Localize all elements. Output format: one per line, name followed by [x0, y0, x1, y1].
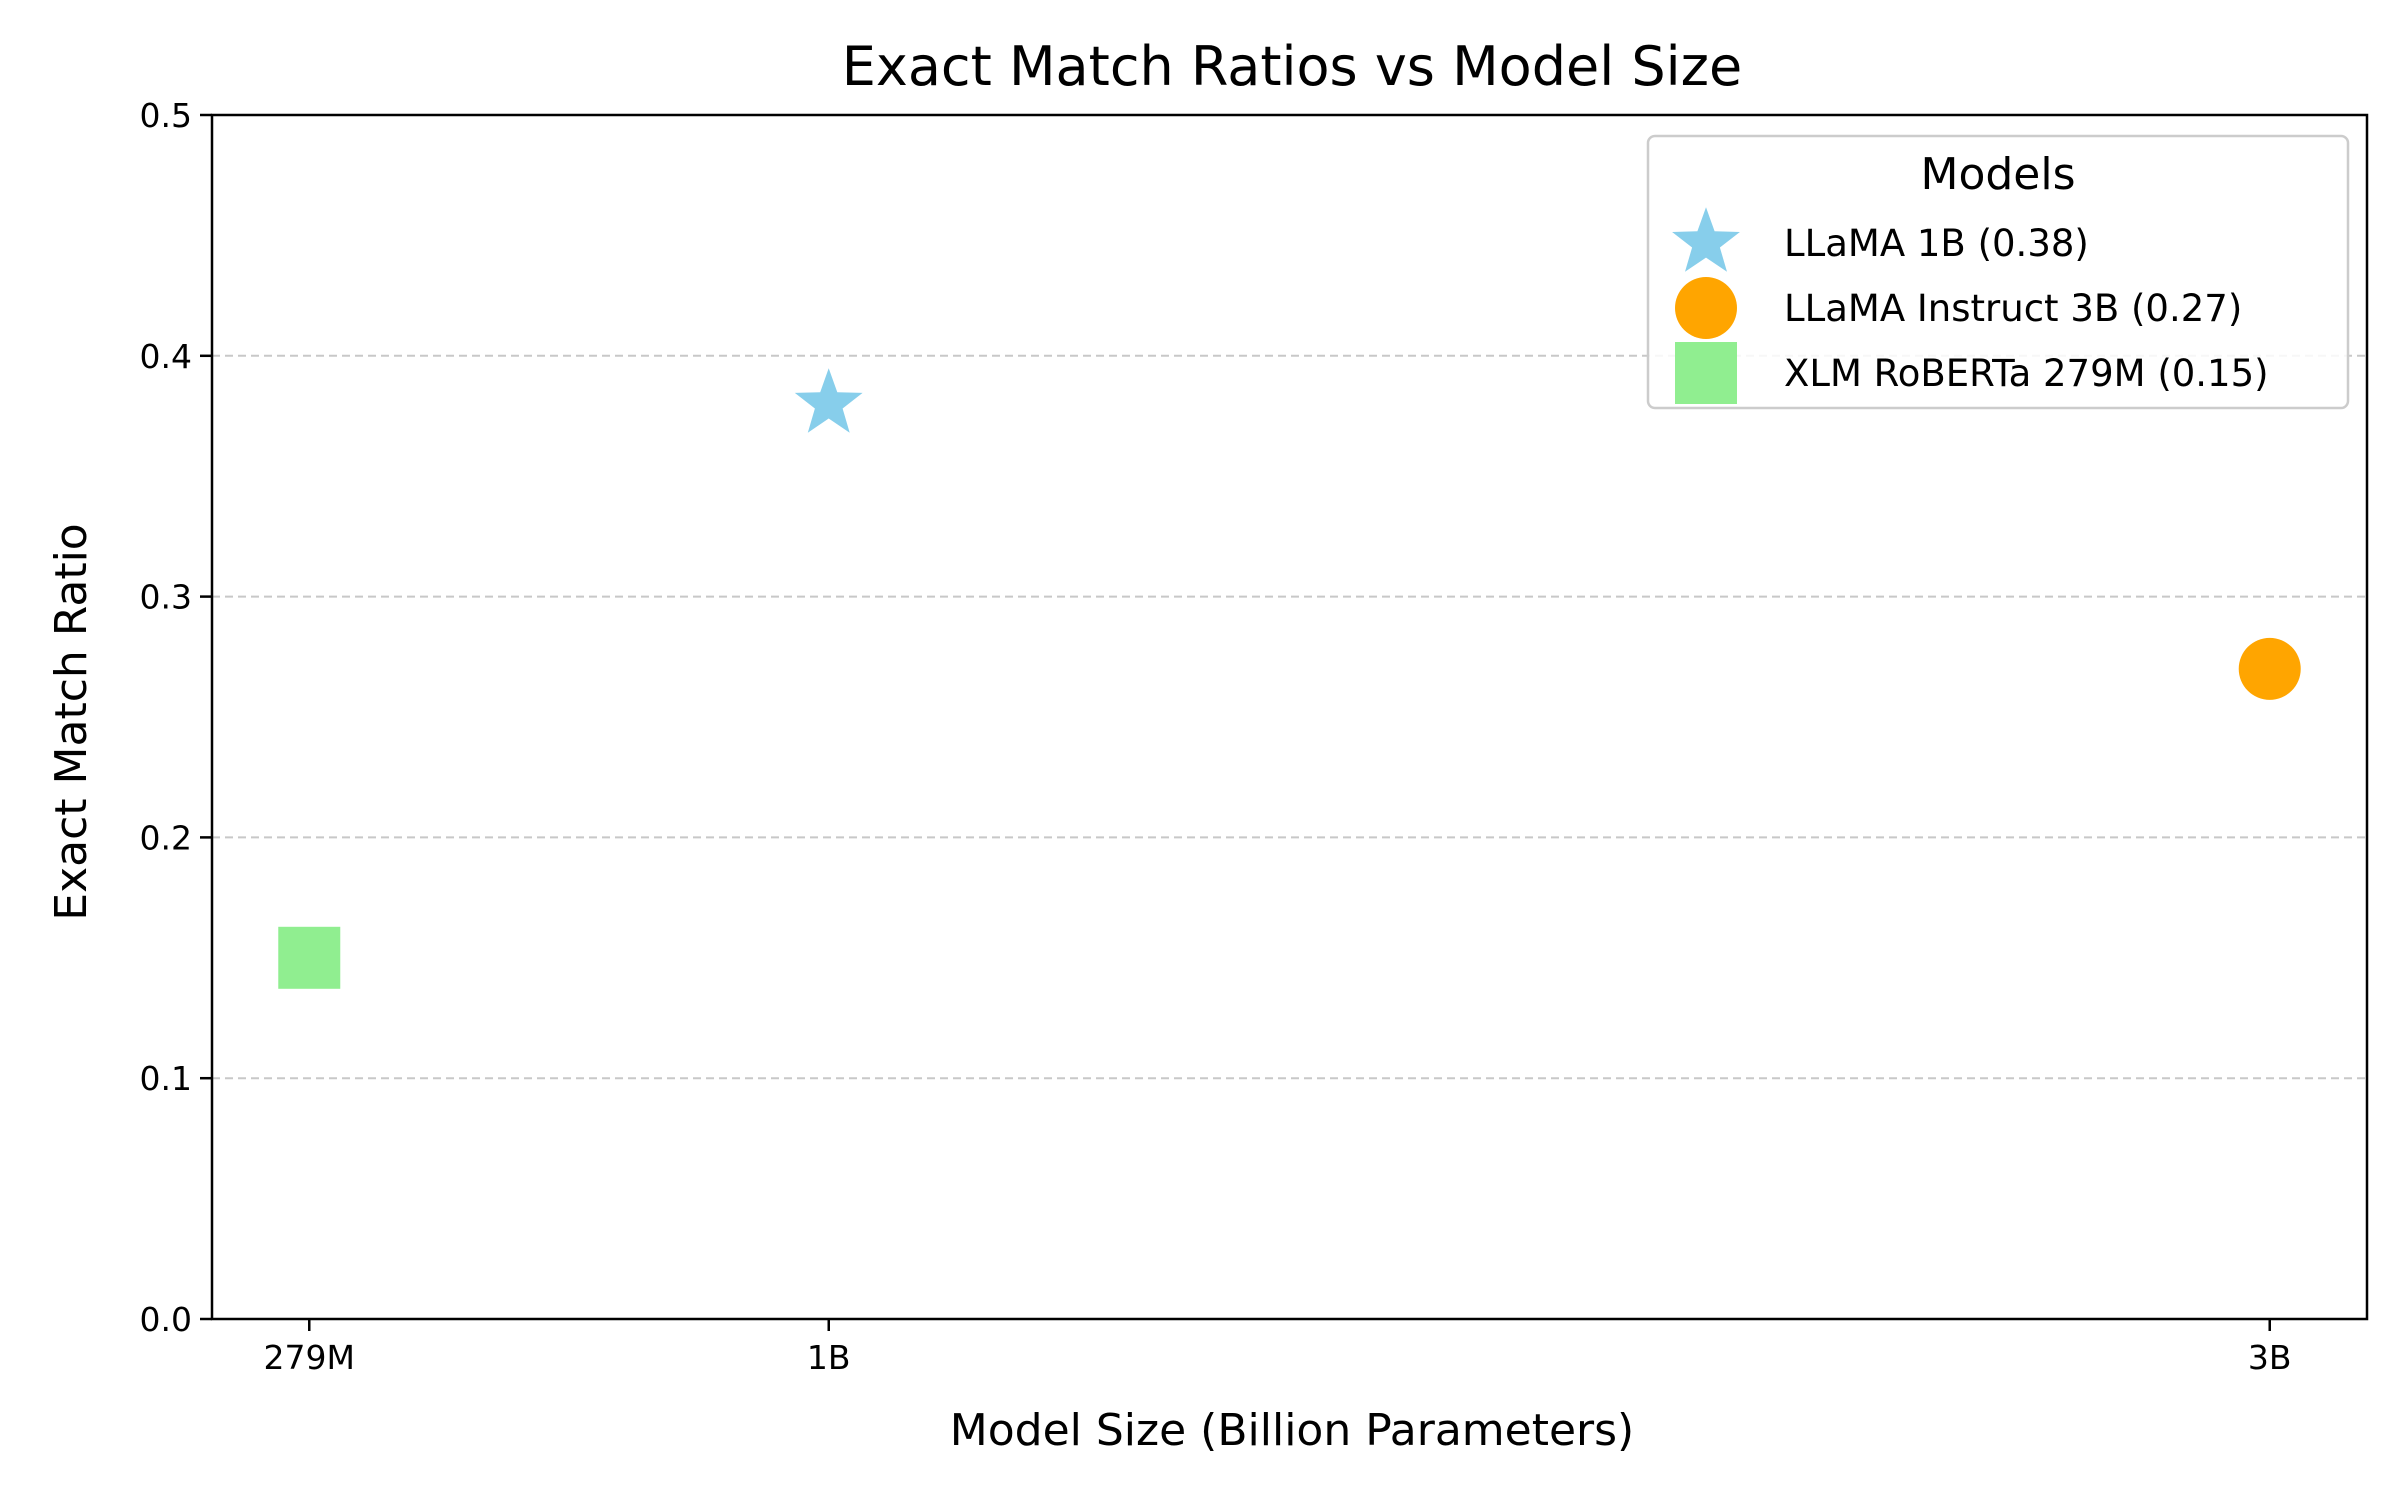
legend-marker-square [1675, 342, 1737, 404]
x-tick-label: 3B [2248, 1338, 2292, 1377]
data-point-circle [2238, 637, 2301, 700]
axis-ticks: 0.0 0.1 0.2 0.3 0.4 0.5 279M 1B 3B [140, 96, 2292, 1377]
y-tick-label: 0.0 [140, 1300, 192, 1339]
y-tick-label: 0.5 [140, 96, 192, 135]
legend-label: LLaMA 1B (0.38) [1784, 222, 2089, 265]
legend-title: Models [1920, 149, 2075, 200]
y-tick-label: 0.2 [140, 818, 192, 857]
legend-label: XLM RoBERTa 279M (0.15) [1784, 352, 2269, 395]
plot-area-frame [210, 113, 2369, 1321]
x-axis-title: Model Size (Billion Parameters) [950, 1405, 1634, 1456]
y-tick-label: 0.3 [140, 578, 192, 617]
y-tick-label: 0.4 [140, 337, 192, 376]
y-tick-label: 0.1 [140, 1059, 192, 1098]
y-axis-title: Exact Match Ratio [46, 523, 97, 920]
legend-marker-circle [1675, 277, 1737, 339]
x-tick-label: 279M [264, 1338, 355, 1377]
x-tick-label: 1B [807, 1338, 851, 1377]
data-point-square [278, 926, 341, 989]
legend-items: LLaMA 1B (0.38) LLaMA Instruct 3B (0.27) X… [1672, 207, 2269, 404]
legend-marker-star [1672, 207, 1740, 272]
legend: Models LLaMA 1B (0.38) LLaMA Instruct 3B … [1646, 134, 2350, 410]
legend-label: LLaMA Instruct 3B (0.27) [1784, 287, 2242, 330]
data-points [278, 368, 2301, 989]
data-point-star [794, 368, 863, 433]
legend-box [1646, 134, 2350, 410]
chart-title: Exact Match Ratios vs Model Size [842, 35, 1742, 98]
